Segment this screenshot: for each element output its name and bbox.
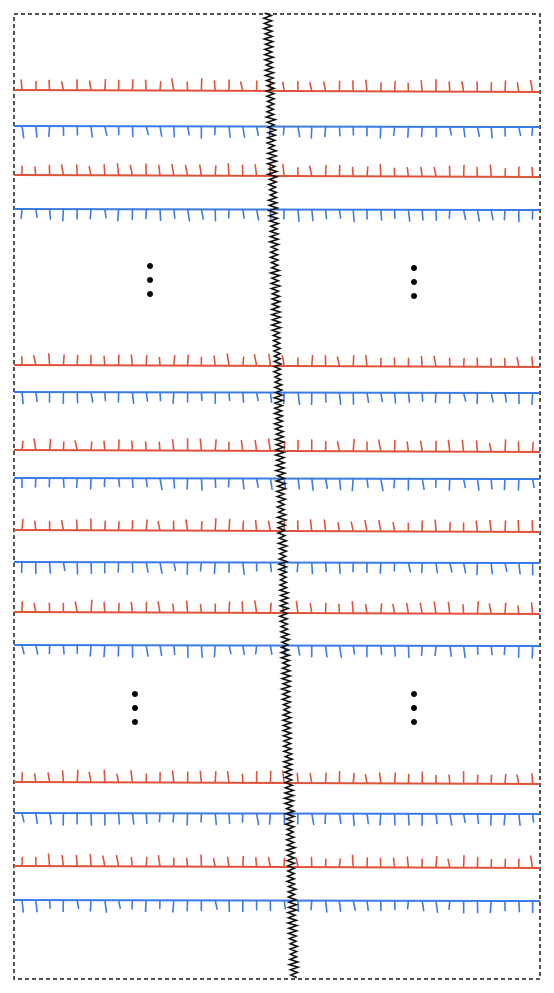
ellipsis-dot-3-2 xyxy=(132,705,138,711)
blue-line-4 xyxy=(13,477,541,492)
red-line-2-base xyxy=(13,174,541,178)
blue-line-6-base xyxy=(13,644,541,647)
ellipsis-dots xyxy=(132,263,417,725)
ellipsis-dot-3-3 xyxy=(132,719,138,725)
red-line-6-ticks xyxy=(21,599,534,615)
blue-line-1-base xyxy=(13,125,541,128)
blue-line-2-ticks xyxy=(20,208,534,223)
red-line-5-base xyxy=(13,529,541,533)
vertical-crack xyxy=(261,12,301,979)
red-line-4-ticks xyxy=(21,438,534,453)
red-line-2-ticks xyxy=(21,163,534,178)
ellipsis-dot-1-3 xyxy=(147,291,153,297)
red-line-7 xyxy=(13,769,541,785)
blue-line-6 xyxy=(13,644,541,659)
ellipsis-dot-1-2 xyxy=(147,277,153,283)
blue-line-7 xyxy=(13,812,541,827)
blue-line-4-base xyxy=(13,477,541,480)
blue-line-8 xyxy=(13,899,541,914)
ellipsis-dot-2-2 xyxy=(411,279,417,285)
blue-line-5-base xyxy=(13,561,541,564)
ellipsis-dot-4-2 xyxy=(411,705,417,711)
ellipsis-dot-2-1 xyxy=(411,265,417,271)
red-line-6-base xyxy=(13,611,541,615)
blue-line-5-ticks xyxy=(20,561,534,576)
red-line-8-base xyxy=(13,865,541,869)
red-line-5-ticks xyxy=(21,518,534,533)
red-line-1-base xyxy=(13,89,541,93)
ellipsis-dot-1-1 xyxy=(147,263,153,269)
blue-line-2-base xyxy=(13,208,541,211)
red-line-4-base xyxy=(13,449,541,453)
blue-line-8-base xyxy=(13,899,541,902)
red-line-8-ticks xyxy=(21,853,534,869)
ellipsis-dot-2-3 xyxy=(411,293,417,299)
blue-line-7-ticks xyxy=(21,812,535,827)
ellipsis-dot-4-1 xyxy=(411,691,417,697)
line-layers xyxy=(13,78,541,914)
blue-line-6-ticks xyxy=(21,644,534,659)
blue-line-7-base xyxy=(13,812,541,815)
blue-line-1-ticks xyxy=(21,125,534,139)
ellipsis-dot-4-3 xyxy=(411,719,417,725)
red-line-1-ticks xyxy=(20,78,534,93)
red-line-2 xyxy=(13,163,541,178)
red-line-5 xyxy=(13,518,541,533)
ellipsis-dot-3-1 xyxy=(132,691,138,697)
red-line-7-base xyxy=(13,781,541,785)
blue-line-1 xyxy=(13,125,541,139)
red-line-4 xyxy=(13,438,541,453)
red-line-8 xyxy=(13,853,541,869)
blue-line-3-ticks xyxy=(21,391,534,406)
blue-line-5 xyxy=(13,561,541,576)
red-line-1 xyxy=(13,78,541,93)
blue-line-2 xyxy=(13,208,541,223)
red-line-7-ticks xyxy=(21,769,534,785)
blue-line-8-ticks xyxy=(21,899,534,914)
red-line-3-ticks xyxy=(21,353,534,368)
blue-line-4-ticks xyxy=(21,477,535,492)
dashed-frame xyxy=(13,13,541,980)
red-line-6 xyxy=(13,599,541,615)
